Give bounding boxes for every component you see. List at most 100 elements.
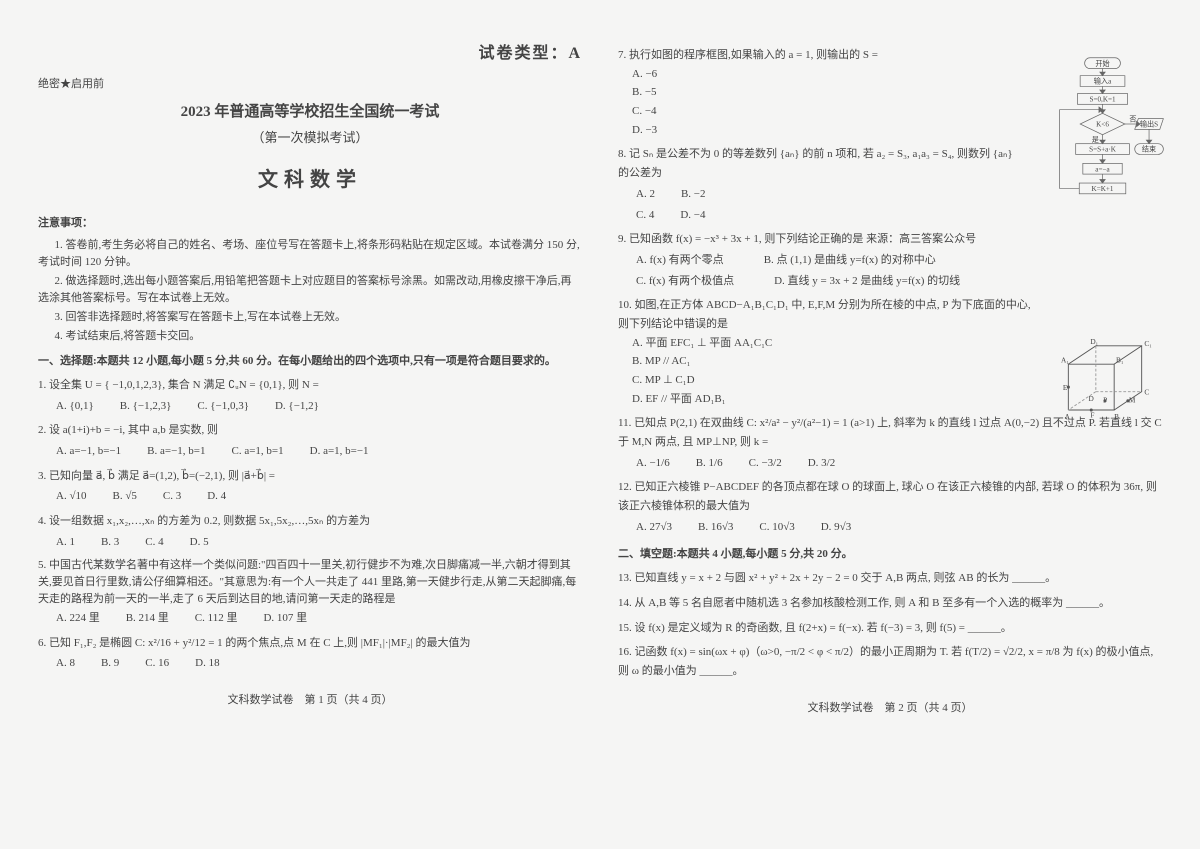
q3-opt-d: D. 4 (207, 487, 226, 506)
footer-right: 文科数学试卷 第 2 页（共 4 页） (618, 699, 1162, 718)
fc-neg: a=−a (1095, 165, 1110, 173)
q6-text: 6. 已知 F₁,F₂ 是椭圆 C: x²/16 + y²/12 = 1 的两个… (38, 634, 582, 653)
q9-opt-c: C. f(x) 有两个极值点 (636, 272, 734, 291)
question-1: 1. 设全集 U = { −1,0,1,2,3}, 集合 N 满足 ∁ᵤN = … (38, 376, 582, 415)
q10-opt-a: A. 平面 EFC₁ ⊥ 平面 AA₁C₁C (632, 334, 1042, 353)
subtitle: （第一次模拟考试） (38, 127, 582, 149)
q11-opt-d: D. 3/2 (808, 454, 836, 473)
question-6: 6. 已知 F₁,F₂ 是椭圆 C: x²/16 + y²/12 = 1 的两个… (38, 634, 582, 673)
q2-opt-a: A. a=−1, b=−1 (56, 442, 121, 461)
question-16: 16. 记函数 f(x) = sin(ωx + φ)（ω>0, −π/2 < φ… (618, 643, 1162, 680)
cube-v-c: C (1144, 387, 1149, 396)
cube-v-b1: B₁ (1116, 355, 1124, 364)
q5-opt-c: C. 112 里 (195, 610, 238, 627)
q11-opt-c: C. −3/2 (749, 454, 782, 473)
fc-inc: K=K+1 (1092, 185, 1114, 193)
cube-v-d: D (1089, 394, 1094, 403)
cube-v-f: F (1090, 410, 1094, 419)
q7-opt-c: C. −4 (632, 102, 1022, 121)
question-12: 12. 已知正六棱锥 P−ABCDEF 的各顶点都在球 O 的球面上, 球心 O… (618, 478, 1162, 536)
fc-assign: S=S+a·K (1089, 146, 1117, 154)
q9-text: 9. 已知函数 f(x) = −x³ + 3x + 1, 则下列结论正确的是 来… (618, 230, 1162, 249)
cube-v-m: M (1129, 396, 1136, 405)
q7-opt-d: D. −3 (632, 121, 1022, 140)
fc-start: 开始 (1095, 59, 1109, 68)
q9-opt-d: D. 直线 y = 3x + 2 是曲线 y=f(x) 的切线 (774, 272, 960, 291)
q4-opt-a: A. 1 (56, 533, 75, 552)
q6-opt-d: D. 18 (195, 654, 219, 673)
q8-opt-a: A. 2 (636, 185, 655, 204)
q4-text: 4. 设一组数据 x₁,x₂,…,xₙ 的方差为 0.2, 则数据 5x₁,5x… (38, 512, 582, 531)
q4-opt-b: B. 3 (101, 533, 119, 552)
notice-item: 1. 答卷前,考生务必将自己的姓名、考场、座位号写在答题卡上,将条形码粘贴在规定… (38, 237, 582, 271)
q2-opt-c: C. a=1, b=1 (231, 442, 283, 461)
q5-opt-b: B. 214 里 (126, 610, 169, 627)
q2-text: 2. 设 a(1+i)+b = −i, 其中 a,b 是实数, 则 (38, 421, 582, 440)
notice-item: 4. 考试结束后,将答题卡交回。 (38, 328, 582, 345)
q11-opt-a: A. −1/6 (636, 454, 670, 473)
q11-opt-b: B. 1/6 (696, 454, 723, 473)
q10-opt-d: D. EF // 平面 AD₁B₁ (632, 390, 1042, 409)
q1-opt-a: A. {0,1} (56, 397, 94, 416)
fc-init: S=0,K=1 (1089, 96, 1116, 104)
q1-opt-c: C. {−1,0,3} (197, 397, 249, 416)
cube-v-a1: A₁ (1061, 355, 1069, 364)
q5-text: 5. 中国古代某数学名著中有这样一个类似问题:"四百四十一里关,初行健步不为难,… (38, 557, 582, 608)
q8-opt-b: B. −2 (681, 185, 706, 204)
q7-text: 7. 执行如图的程序框图,如果输入的 a = 1, 则输出的 S = (618, 46, 1022, 65)
question-2: 2. 设 a(1+i)+b = −i, 其中 a,b 是实数, 则 A. a=−… (38, 421, 582, 460)
question-4: 4. 设一组数据 x₁,x₂,…,xₙ 的方差为 0.2, 则数据 5x₁,5x… (38, 512, 582, 551)
fc-yes: 是 (1092, 136, 1099, 144)
q12-text: 12. 已知正六棱锥 P−ABCDEF 的各顶点都在球 O 的球面上, 球心 O… (618, 478, 1162, 515)
q3-opt-a: A. √10 (56, 487, 86, 506)
q12-opt-c: C. 10√3 (759, 518, 794, 537)
footer-left: 文科数学试卷 第 1 页（共 4 页） (38, 691, 582, 710)
fc-output: 输出S (1140, 120, 1158, 129)
cube-v-c1: C₁ (1144, 339, 1152, 348)
q8-text: 8. 记 Sₙ 是公差不为 0 的等差数列 {aₙ} 的前 n 项和, 若 a₂… (618, 145, 1022, 182)
q1-text: 1. 设全集 U = { −1,0,1,2,3}, 集合 N 满足 ∁ᵤN = … (38, 376, 582, 395)
question-14: 14. 从 A,B 等 5 名自愿者中随机选 3 名参加核酸检测工作, 则 A … (618, 594, 1162, 613)
question-5: 5. 中国古代某数学名著中有这样一个类似问题:"四百四十一里关,初行健步不为难,… (38, 557, 582, 627)
section1-title: 一、选择题:本题共 12 小题,每小题 5 分,共 60 分。在每小题给出的四个… (38, 353, 582, 370)
q3-opt-b: B. √5 (112, 487, 136, 506)
q7-opt-b: B. −5 (632, 83, 1022, 102)
q9-opt-b: B. 点 (1,1) 是曲线 y=f(x) 的对称中心 (764, 251, 936, 270)
q5-opt-a: A. 224 里 (56, 610, 100, 627)
fc-no: 否 (1129, 115, 1136, 123)
cube-diagram: A B C D A₁ B₁ C₁ D₁ E F M P (1050, 335, 1160, 430)
q8-opt-c: C. 4 (636, 206, 654, 225)
q12-opt-d: D. 9√3 (821, 518, 851, 537)
question-9: 9. 已知函数 f(x) = −x³ + 3x + 1, 则下列结论正确的是 来… (618, 230, 1162, 290)
cube-v-b: B (1114, 412, 1119, 421)
fc-input: 输入a (1094, 77, 1112, 86)
fc-end: 结束 (1142, 145, 1156, 154)
secret-label: 绝密★启用前 (38, 75, 582, 94)
q7-opt-a: A. −6 (632, 65, 1022, 84)
subject-title: 文科数学 (38, 163, 582, 197)
q9-opt-a: A. f(x) 有两个零点 (636, 251, 724, 270)
q1-opt-b: B. {−1,2,3} (120, 397, 172, 416)
q1-opt-d: D. {−1,2} (275, 397, 319, 416)
notice-item: 3. 回答非选择题时,将答案写在答题卡上,写在本试卷上无效。 (38, 309, 582, 326)
question-15: 15. 设 f(x) 是定义域为 R 的奇函数, 且 f(2+x) = f(−x… (618, 619, 1162, 638)
notice-item: 2. 做选择题时,选出每小题答案后,用铅笔把答题卡上对应题目的答案标号涂黑。如需… (38, 273, 582, 307)
question-3: 3. 已知向量 a⃗, b⃗ 满足 a⃗=(1,2), b⃗=(−2,1), 则… (38, 467, 582, 506)
q6-opt-c: C. 16 (145, 654, 169, 673)
q2-opt-b: B. a=−1, b=1 (147, 442, 205, 461)
q12-opt-b: B. 16√3 (698, 518, 733, 537)
flowchart-diagram: 开始 输入a S=0,K=1 K<6 否 是 S=S+a·K 输出S 结束 a=… (1042, 56, 1172, 226)
q6-opt-a: A. 8 (56, 654, 75, 673)
q5-opt-d: D. 107 里 (263, 610, 307, 627)
cube-v-a: A (1065, 412, 1071, 421)
q12-opt-a: A. 27√3 (636, 518, 672, 537)
q6-opt-b: B. 9 (101, 654, 119, 673)
q10-text: 10. 如图,在正方体 ABCD−A₁B₁C₁D₁ 中, E,F,M 分别为所在… (618, 296, 1042, 333)
q4-opt-c: C. 4 (145, 533, 163, 552)
q10-opt-c: C. MP ⊥ C₁D (632, 371, 1042, 390)
q3-text: 3. 已知向量 a⃗, b⃗ 满足 a⃗=(1,2), b⃗=(−2,1), 则… (38, 467, 582, 486)
question-13: 13. 已知直线 y = x + 2 与圆 x² + y² + 2x + 2y … (618, 569, 1162, 588)
q2-opt-d: D. a=1, b=−1 (310, 442, 369, 461)
q3-opt-c: C. 3 (163, 487, 181, 506)
q4-opt-d: D. 5 (190, 533, 209, 552)
